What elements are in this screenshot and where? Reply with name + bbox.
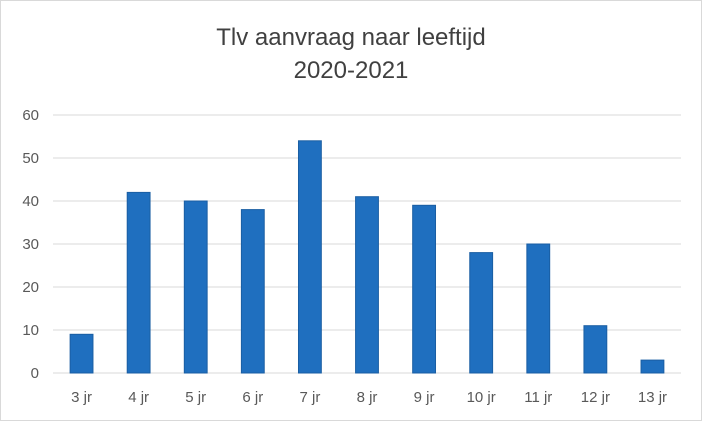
bar <box>412 204 437 374</box>
y-tick-label: 60 <box>22 107 39 124</box>
x-tick-label: 8 jr <box>357 389 378 406</box>
x-tick-label: 10 jr <box>467 389 496 406</box>
bar <box>240 209 265 374</box>
x-tick-label: 7 jr <box>299 389 320 406</box>
y-tick-label: 30 <box>22 236 39 253</box>
x-tick-label: 3 jr <box>71 389 92 406</box>
x-tick-label: 13 jr <box>638 389 667 406</box>
y-tick-label: 40 <box>22 193 39 210</box>
y-tick-label: 50 <box>22 150 39 167</box>
bar <box>640 359 665 374</box>
x-tick-label: 4 jr <box>128 389 149 406</box>
bar <box>355 196 379 374</box>
x-tick-label: 9 jr <box>414 389 435 406</box>
x-tick-label: 11 jr <box>524 389 552 406</box>
bar <box>126 191 151 374</box>
x-tick-label: 6 jr <box>242 389 263 406</box>
bar <box>469 252 494 374</box>
bar <box>526 243 551 374</box>
y-tick-label: 0 <box>31 365 39 382</box>
y-tick-label: 10 <box>22 322 39 339</box>
bar <box>183 200 208 374</box>
x-tick-label: 5 jr <box>185 389 206 406</box>
chart-title-block: Tlv aanvraag naar leeftijd 2020-2021 <box>1 21 701 87</box>
y-tick-label: 20 <box>22 279 39 296</box>
bar <box>69 333 94 374</box>
bar <box>297 140 322 374</box>
chart-title: Tlv aanvraag naar leeftijd <box>216 24 486 51</box>
bar <box>583 325 608 374</box>
x-tick-label: 12 jr <box>581 389 610 406</box>
chart-subtitle: 2020-2021 <box>293 57 409 84</box>
